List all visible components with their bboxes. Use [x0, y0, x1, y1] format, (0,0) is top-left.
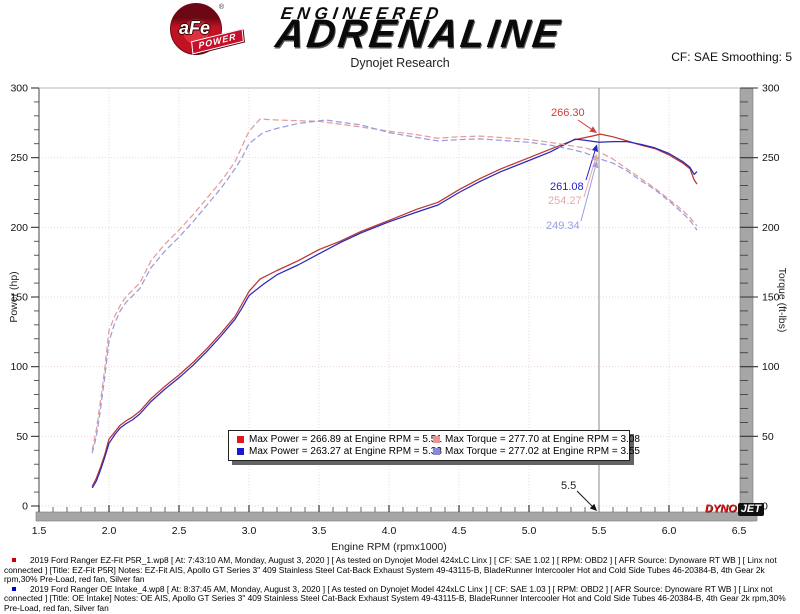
legend-swatch-blue	[237, 448, 244, 455]
cursor-rpm-label: 5.5	[561, 480, 577, 492]
x-axis-label: Engine RPM (rpmx1000)	[331, 541, 447, 553]
run-bullet-red	[12, 558, 16, 562]
afe-logo-text: aFe	[179, 18, 211, 38]
x-tick-label: 2.5	[172, 525, 187, 537]
y-right-tick-label: 200	[762, 222, 780, 234]
y-left-tick-label: 50	[16, 431, 28, 443]
registered-mark: ®	[218, 4, 224, 11]
legend-item-max-power-ezfit: Max Power = 266.89 at Engine RPM = 5.51	[237, 434, 442, 445]
cursor-marker-arrow-line	[585, 150, 596, 181]
afe-power-logo: aFe ® POWER	[170, 3, 244, 55]
dyno-plot: 1.5 2.0 2.5 3.0 3.5 4.0 4.5 5.0 5.5 6.0 6.5 0 0 50 50 1…	[10, 83, 780, 538]
legend-label: Max Torque = 277.02 at Engine RPM = 3.55	[445, 446, 640, 457]
y-axis-label-power: Power (hp)	[8, 271, 20, 323]
y-left-tick-label: 100	[10, 361, 28, 373]
curve-torque-oe	[91, 119, 698, 454]
y-axis-label-torque: Torque (ft-lbs)	[776, 267, 788, 333]
legend-swatch-pink	[433, 436, 440, 443]
legend-label: Max Power = 266.89 at Engine RPM = 5.51	[249, 434, 442, 445]
cursor-value-power-oe: 261.08	[550, 181, 584, 193]
y-right-tick-label: 150	[762, 292, 780, 304]
y-right-tick-label: 0	[762, 501, 768, 513]
curve-torque-ezfit	[91, 118, 698, 451]
x-tick-label: 4.5	[452, 525, 467, 537]
run-note-oe: 2019 Ford Ranger OE Intake_4.wp8 [ At: 8…	[4, 583, 796, 614]
y-left-tick-label: 150	[10, 292, 28, 304]
y-right-tick-label: 100	[762, 361, 780, 373]
x-tick-label: 3.5	[312, 525, 327, 537]
x-tick-label: 2.0	[102, 525, 117, 537]
page-title: Dynojet Research	[350, 56, 450, 70]
cursor-marker-arrow-line	[580, 167, 596, 222]
y-left-tick-label: 300	[10, 83, 28, 95]
y-right-tick-label: 250	[762, 152, 780, 164]
y-right-tick-label: 50	[762, 431, 774, 443]
legend-swatch-red	[237, 436, 244, 443]
cursor-rpm-arrow-line	[576, 490, 593, 507]
cursor-value-torque-ezfit: 254.27	[548, 195, 582, 207]
bottom-axis-bar	[35, 511, 758, 522]
cursor-marker-arrow-line	[577, 119, 592, 130]
run-notes: 2019 Ford Ranger EZ-Fit P5R_1.wp8 [ At: …	[0, 555, 800, 614]
run-note-text: 2019 Ford Ranger OE Intake_4.wp8 [ At: 8…	[4, 583, 786, 613]
dynojet-logo-jet: JET	[737, 503, 764, 516]
x-tick-label: 1.5	[32, 525, 47, 537]
run-bullet-blue	[12, 586, 16, 591]
x-tick-label: 6.0	[662, 525, 677, 537]
y-right-tick-label: 300	[762, 83, 780, 95]
legend-label: Max Power = 263.27 at Engine RPM = 5.33	[249, 446, 442, 457]
cursor-marker-arrow-head	[591, 153, 599, 162]
legend-item-max-torque-ezfit: Max Torque = 277.70 at Engine RPM = 3.08	[433, 434, 640, 445]
dyno-chart-page: { "header": { "logo_text": "aFe", "logo_…	[4, 3, 792, 613]
x-tick-label: 3.0	[242, 525, 257, 537]
smoothing-setting: CF: SAE Smoothing: 5	[671, 50, 792, 64]
legend-item-max-power-oe: Max Power = 263.27 at Engine RPM = 5.33	[237, 446, 442, 457]
legend-item-max-torque-oe: Max Torque = 277.02 at Engine RPM = 3.55	[433, 446, 640, 457]
x-tick-label: 5.0	[522, 525, 537, 537]
legend-swatch-lightblue	[433, 448, 440, 455]
run-note-text: 2019 Ford Ranger EZ-Fit P5R_1.wp8 [ At: …	[4, 555, 777, 585]
cursor-value-torque-oe: 249.34	[546, 220, 580, 232]
curve-power-oe	[91, 138, 698, 489]
cursor-value-power-ezfit: 266.30	[551, 107, 585, 119]
run-note-ezfit: 2019 Ford Ranger EZ-Fit P5R_1.wp8 [ At: …	[4, 555, 796, 585]
cursor-marker-arrow-head	[589, 126, 597, 133]
y-left-tick-label: 0	[22, 501, 28, 513]
x-tick-label: 5.5	[592, 525, 607, 537]
legend-label: Max Torque = 277.70 at Engine RPM = 3.08	[445, 434, 640, 445]
cursor-rpm-arrow-head	[589, 503, 597, 511]
dynojet-logo-dyno: DYNO	[705, 503, 737, 515]
legend[interactable]: Max Power = 266.89 at Engine RPM = 5.51 …	[228, 430, 640, 461]
y-left-tick-label: 250	[10, 152, 28, 164]
cursor-marker-arrow-head	[592, 160, 599, 169]
y-left-tick-label: 200	[10, 222, 28, 234]
dynojet-logo: DYNO JET	[705, 503, 764, 516]
right-axis-bar	[739, 87, 754, 522]
cursor-marker-arrow-head	[591, 144, 599, 152]
x-tick-label: 6.5	[732, 525, 747, 537]
x-tick-label: 4.0	[382, 525, 397, 537]
